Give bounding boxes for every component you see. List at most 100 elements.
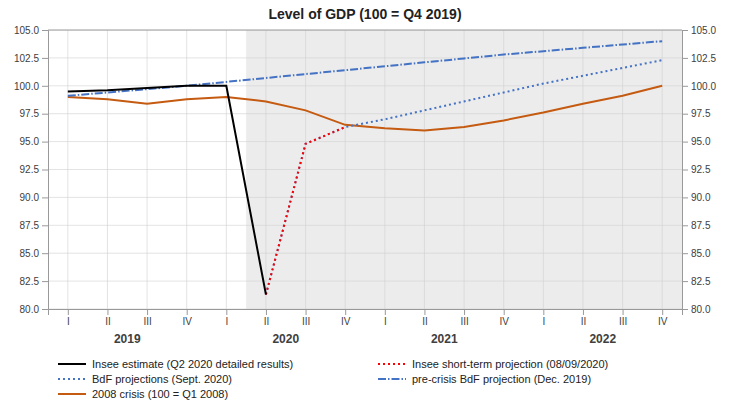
tick: III — [143, 309, 151, 327]
tick-mark — [583, 309, 584, 315]
tick-mark — [682, 281, 688, 282]
tick: II — [105, 309, 111, 327]
tick-mark — [42, 58, 48, 59]
tick-mark — [266, 309, 267, 315]
tick-label: 105.0 — [691, 25, 716, 36]
tick-label: 85.0 — [691, 248, 711, 259]
grid-line — [186, 30, 187, 309]
tick-label: 100.0 — [691, 81, 716, 92]
legend-swatch — [58, 363, 86, 365]
tick-label: 80.0 — [20, 304, 40, 315]
tick: III — [302, 309, 310, 327]
grid — [48, 30, 682, 309]
tick: 85.0 — [20, 248, 48, 259]
grid-line — [345, 30, 346, 309]
tick-mark — [42, 281, 48, 282]
tick-mark — [682, 142, 688, 143]
grid-line — [582, 30, 583, 309]
tick-label: IV — [182, 316, 192, 327]
legend-label: Insee short-term projection (08/09/2020) — [412, 358, 608, 370]
title: Level of GDP (100 = Q4 2019) — [268, 6, 461, 22]
grid-line — [48, 309, 682, 310]
axis-line — [683, 31, 689, 310]
tick-mark — [68, 309, 69, 315]
tick-mark — [682, 225, 688, 226]
series-line — [266, 127, 345, 294]
tick: IV — [499, 309, 509, 327]
tick-label: 100.0 — [14, 81, 39, 92]
tick: 90.0 — [682, 192, 711, 203]
grid-line — [48, 225, 682, 226]
tick: 87.5 — [20, 220, 48, 231]
grid-line — [48, 197, 682, 198]
series-line — [68, 86, 266, 295]
grid-line — [48, 253, 682, 254]
tick-mark — [42, 170, 48, 171]
tick-label: 80.0 — [691, 304, 711, 315]
tick-mark — [464, 309, 465, 315]
tick-mark — [385, 309, 386, 315]
grid-line — [48, 57, 682, 58]
tick-mark — [42, 225, 48, 226]
tick: II — [581, 309, 587, 327]
tick-label: 105.0 — [14, 25, 39, 36]
x-axis: IIIIIIIVIIIIIIIVIIIIIIIVIIIIIIIV — [49, 309, 683, 327]
grid-line — [67, 30, 68, 309]
tick-mark — [662, 309, 663, 315]
legend-item: Insee estimate (Q2 2020 detailed results… — [58, 358, 293, 370]
tick-mark — [42, 309, 48, 310]
tick-label: 82.5 — [691, 276, 711, 287]
tick-mark — [682, 197, 688, 198]
tick-mark — [42, 30, 48, 31]
annotation: 2022 — [589, 332, 616, 346]
tick: I — [542, 309, 545, 327]
tick-label: 97.5 — [691, 108, 711, 119]
tick-label: 90.0 — [20, 192, 40, 203]
tick-mark — [682, 170, 688, 171]
grid-line — [384, 30, 385, 309]
tick: 80.0 — [20, 304, 48, 315]
tick: 100.0 — [682, 81, 716, 92]
legend-item: Insee short-term projection (08/09/2020) — [378, 358, 608, 370]
tick-label: 85.0 — [20, 248, 40, 259]
tick: 92.5 — [20, 164, 48, 175]
tick: IV — [658, 309, 668, 327]
series-line — [68, 86, 662, 131]
tick-label: III — [619, 316, 627, 327]
tick-label: 95.0 — [20, 136, 40, 147]
tick-label: II — [422, 316, 428, 327]
tick-label: 102.5 — [14, 53, 39, 64]
tick: 95.0 — [20, 136, 48, 147]
tick-label: III — [460, 316, 468, 327]
tick-mark — [306, 309, 307, 315]
tick-label: I — [225, 316, 228, 327]
grid-line — [147, 30, 148, 309]
tick: 90.0 — [20, 192, 48, 203]
grid-line — [226, 30, 227, 309]
axis-line — [49, 310, 683, 316]
legend-item: pre-crisis BdF projection (Dec. 2019) — [378, 373, 591, 385]
legend-swatch — [378, 363, 406, 365]
tick-mark — [107, 309, 108, 315]
frame-line — [48, 30, 682, 31]
tick-label: I — [384, 316, 387, 327]
grid-line — [305, 30, 306, 309]
legend-item: 2008 crisis (100 = Q1 2008) — [58, 388, 228, 400]
annotation: 2020 — [272, 332, 299, 346]
legend-swatch — [58, 378, 86, 380]
y-axis: 80.0 82.5 85.0 87.5 90.0 92.5 95.0 97.5 100.0 102… — [14, 25, 49, 315]
tick-label: 97.5 — [20, 108, 40, 119]
grid-line — [265, 30, 266, 309]
tick-mark — [42, 197, 48, 198]
tick: 82.5 — [20, 276, 48, 287]
tick: IV — [182, 309, 192, 327]
tick-mark — [226, 309, 227, 315]
tick-label: 87.5 — [691, 220, 711, 231]
grid-line — [48, 141, 682, 142]
tick-label: 82.5 — [20, 276, 40, 287]
annotation: 2021 — [431, 332, 458, 346]
tick-mark — [42, 142, 48, 143]
tick: 92.5 — [682, 164, 711, 175]
legend-label: BdF projections (Sept. 2020) — [92, 373, 232, 385]
y2-axis: 80.082.585.087.590.092.595.097.5100.0102… — [682, 25, 716, 315]
